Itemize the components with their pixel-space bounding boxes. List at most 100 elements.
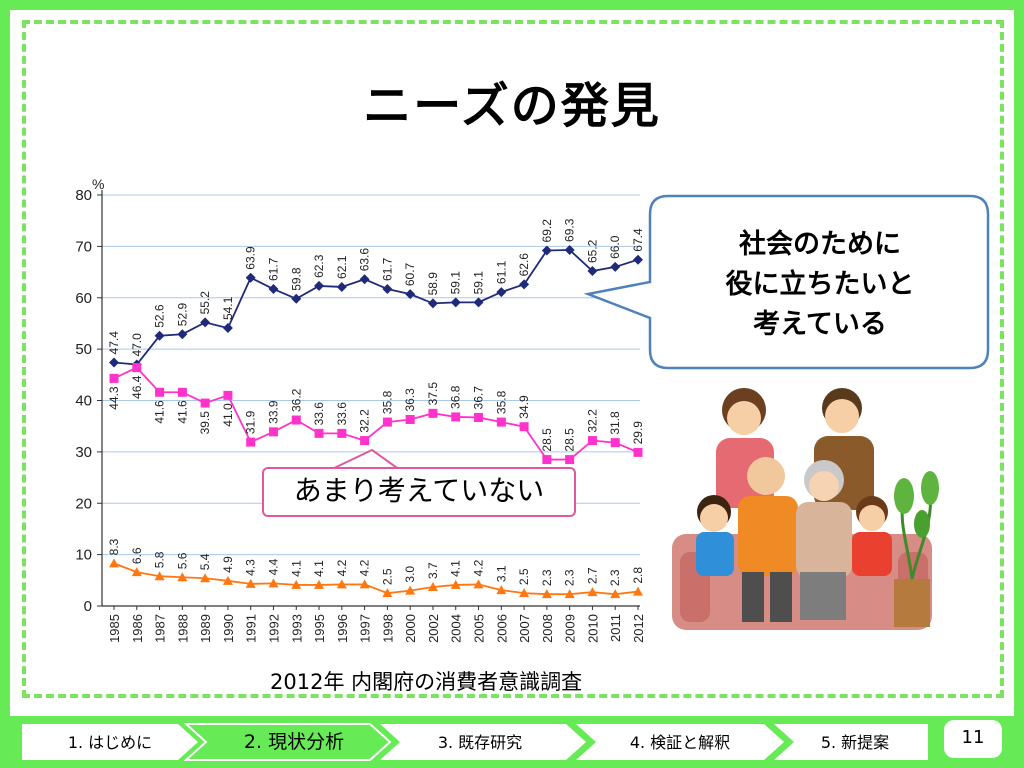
x-tick-label: 1986 [130, 614, 145, 643]
series-3-data-label: 5.8 [153, 551, 167, 568]
series-2-point [451, 412, 461, 422]
series-3-data-label: 2.5 [517, 568, 531, 585]
series-2-point [565, 455, 575, 465]
x-tick-label: 2004 [449, 614, 464, 643]
callout-positive-text: 社会のために 役に立ちたいと 考えている [725, 229, 915, 340]
series-1-data-label: 69.2 [540, 219, 554, 243]
series-2-data-label: 35.8 [380, 390, 394, 414]
callout-bubble-shape [583, 194, 990, 370]
series-1-data-label: 61.7 [266, 257, 280, 281]
series-3-data-label: 3.0 [403, 566, 417, 583]
series-3-point [177, 572, 188, 582]
y-tick-label: 30 [75, 444, 92, 461]
y-axis-unit: % [92, 176, 104, 192]
series-1-point [405, 289, 416, 300]
series-1-data-label: 69.3 [563, 218, 577, 242]
series-1-point [222, 323, 233, 334]
series-3-data-label: 4.2 [472, 559, 486, 576]
x-tick-label: 1991 [244, 614, 259, 643]
series-2-data-label: 36.7 [472, 386, 486, 410]
series-2-data-label: 41.0 [221, 403, 235, 427]
slide-frame [22, 20, 1004, 698]
nav-step-4[interactable]: 4. 検証と解釈 [629, 733, 731, 752]
series-3-point [131, 567, 142, 577]
series-2-point [360, 436, 370, 446]
series-3-point [336, 579, 347, 589]
series-3-point [405, 585, 416, 595]
series-3-point [610, 589, 621, 599]
series-3-line [113, 562, 639, 596]
series-3-point [109, 558, 119, 568]
series-2-point [200, 398, 210, 408]
x-tick-label: 1997 [358, 614, 373, 643]
series-3-point [382, 588, 393, 598]
series-1-point [519, 279, 530, 290]
series-1-data-label: 60.7 [403, 262, 417, 286]
series-2-point [132, 363, 142, 373]
series-3-point [564, 589, 575, 599]
series-1-data-label: 63.6 [358, 248, 372, 272]
series-3-point [200, 573, 211, 583]
x-tick-label: 2006 [494, 614, 509, 643]
series-2-data-label: 29.9 [631, 421, 645, 445]
series-1-data-label: 59.1 [472, 271, 486, 295]
series-1-point [473, 297, 484, 308]
series-1-data-label: 65.2 [585, 239, 599, 263]
series-2-point [519, 422, 529, 432]
callout-negative: あまり考えていない [262, 467, 576, 517]
nav-step-2[interactable]: 2. 現状分析 [243, 731, 345, 753]
nav-step-5-shape [774, 724, 928, 760]
series-3-data-label: 5.6 [175, 552, 189, 569]
series-3-data-label: 4.2 [358, 559, 372, 576]
series-2-point [474, 412, 484, 422]
series-3-point [222, 575, 233, 585]
x-tick-label: 1993 [289, 614, 304, 643]
series-2-data-label: 32.2 [585, 409, 599, 433]
series-1-point [314, 280, 325, 291]
series-1-data-label: 66.0 [608, 235, 622, 259]
series-3-point [268, 578, 279, 588]
x-tick-label: 1998 [380, 614, 395, 643]
series-2-point [314, 428, 324, 438]
section-nav [0, 716, 1024, 768]
nav-step-5[interactable]: 5. 新提案 [820, 733, 890, 752]
series-2-data-label: 46.4 [130, 375, 144, 399]
chart-source-note: 2012年 内閣府の消費者意識調査 [270, 670, 583, 694]
series-2-data-label: 32.2 [358, 409, 372, 433]
x-tick-label: 2000 [403, 614, 418, 643]
x-tick-label: 2008 [540, 614, 555, 643]
x-tick-label: 1992 [266, 614, 281, 643]
series-1-point [200, 317, 211, 328]
series-1-point [245, 272, 256, 283]
x-tick-label: 2010 [585, 614, 600, 643]
x-tick-label: 2011 [608, 614, 623, 642]
x-tick-label: 1989 [198, 614, 213, 643]
series-2-data-label: 41.6 [175, 400, 189, 424]
series-2-data-label: 33.9 [266, 400, 280, 424]
series-3-data-label: 2.5 [380, 568, 394, 585]
series-3-point [154, 571, 165, 581]
series-1-point [610, 261, 621, 272]
callout-negative-pointer [329, 448, 401, 471]
series-1-data-label: 47.4 [107, 331, 121, 355]
series-3-data-label: 8.3 [107, 538, 121, 555]
series-1-point [427, 298, 438, 309]
series-2-data-label: 41.6 [153, 400, 167, 424]
series-1-data-label: 61.7 [380, 257, 394, 281]
y-tick-label: 10 [75, 547, 92, 564]
series-2-point [633, 447, 643, 457]
series-3-point [291, 579, 302, 589]
x-tick-label: 2002 [426, 614, 441, 643]
y-tick-label: 50 [75, 341, 92, 358]
series-2-point [268, 427, 278, 437]
series-3-point [473, 579, 484, 589]
series-3-point [633, 586, 643, 596]
series-1-point [291, 293, 302, 304]
x-tick-label: 2007 [517, 614, 532, 643]
nav-step-1[interactable]: 1. はじめに [67, 733, 153, 752]
series-2-data-label: 36.8 [449, 385, 463, 409]
nav-step-3[interactable]: 3. 既存研究 [437, 733, 523, 752]
series-1-point [154, 330, 165, 341]
series-1-point [336, 281, 347, 292]
